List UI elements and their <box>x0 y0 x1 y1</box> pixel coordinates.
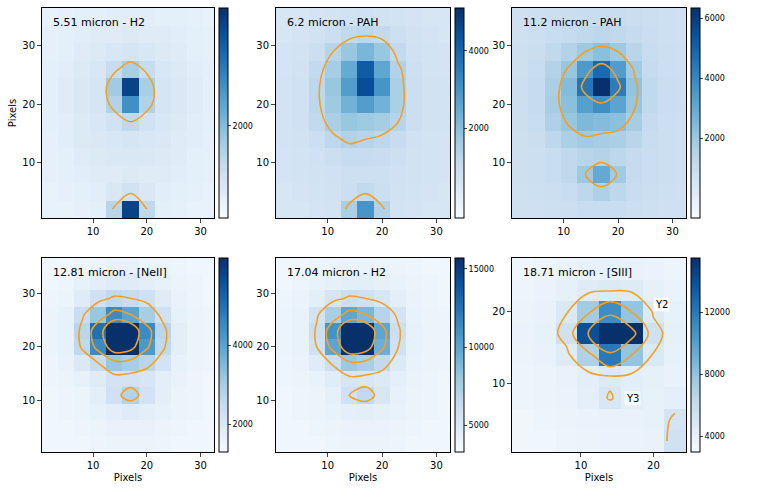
svg-text:30: 30 <box>256 288 269 299</box>
svg-text:2000: 2000 <box>469 124 489 133</box>
svg-text:6.2 micron - PAH: 6.2 micron - PAH <box>287 16 378 29</box>
svg-text:Y2: Y2 <box>655 299 668 310</box>
svg-text:5000: 5000 <box>469 421 489 430</box>
svg-text:20: 20 <box>492 99 505 110</box>
svg-text:20: 20 <box>612 226 625 237</box>
svg-text:Y3: Y3 <box>626 393 639 404</box>
svg-text:Pixels: Pixels <box>7 99 18 127</box>
svg-text:4000: 4000 <box>233 341 253 350</box>
svg-text:15000: 15000 <box>469 265 494 274</box>
svg-text:30: 30 <box>492 40 505 51</box>
svg-text:10: 10 <box>87 460 100 471</box>
svg-text:Pixels: Pixels <box>114 472 142 483</box>
svg-text:Pixels: Pixels <box>585 472 613 483</box>
svg-text:2000: 2000 <box>233 122 253 131</box>
svg-text:6000: 6000 <box>705 14 725 23</box>
svg-text:30: 30 <box>430 226 443 237</box>
svg-text:20: 20 <box>647 460 660 471</box>
svg-text:20: 20 <box>492 306 505 317</box>
svg-text:30: 30 <box>430 460 443 471</box>
svg-text:10000: 10000 <box>469 343 494 352</box>
svg-text:18.71 micron - [SIII]: 18.71 micron - [SIII] <box>523 266 632 279</box>
svg-text:10: 10 <box>256 395 269 406</box>
svg-text:10: 10 <box>321 460 334 471</box>
svg-text:17.04 micron - H2: 17.04 micron - H2 <box>287 266 386 279</box>
svg-text:11.2 micron - PAH: 11.2 micron - PAH <box>523 16 621 29</box>
svg-text:4000: 4000 <box>705 74 725 83</box>
svg-text:20: 20 <box>256 341 269 352</box>
svg-text:12000: 12000 <box>705 308 730 317</box>
svg-text:10: 10 <box>256 157 269 168</box>
svg-text:30: 30 <box>666 226 679 237</box>
svg-text:10: 10 <box>22 157 35 168</box>
svg-text:4000: 4000 <box>705 432 725 441</box>
svg-text:20: 20 <box>376 460 389 471</box>
svg-text:20: 20 <box>22 341 35 352</box>
svg-text:Pixels: Pixels <box>349 472 377 483</box>
svg-text:30: 30 <box>194 460 207 471</box>
svg-text:5.51 micron - H2: 5.51 micron - H2 <box>53 16 145 29</box>
svg-text:12.81 micron - [NeII]: 12.81 micron - [NeII] <box>53 266 167 279</box>
svg-text:2000: 2000 <box>705 134 725 143</box>
svg-text:10: 10 <box>557 226 570 237</box>
svg-text:10: 10 <box>492 378 505 389</box>
svg-text:30: 30 <box>256 40 269 51</box>
svg-text:8000: 8000 <box>705 370 725 379</box>
svg-text:4000: 4000 <box>469 47 489 56</box>
svg-text:10: 10 <box>321 226 334 237</box>
svg-text:30: 30 <box>22 288 35 299</box>
svg-text:30: 30 <box>194 226 207 237</box>
svg-text:30: 30 <box>22 40 35 51</box>
svg-text:10: 10 <box>87 226 100 237</box>
svg-text:2000: 2000 <box>233 420 253 429</box>
svg-text:10: 10 <box>22 395 35 406</box>
svg-text:20: 20 <box>140 460 153 471</box>
svg-text:10: 10 <box>492 157 505 168</box>
svg-text:20: 20 <box>140 226 153 237</box>
svg-text:20: 20 <box>22 99 35 110</box>
svg-text:20: 20 <box>376 226 389 237</box>
svg-text:10: 10 <box>575 460 588 471</box>
svg-text:20: 20 <box>256 99 269 110</box>
